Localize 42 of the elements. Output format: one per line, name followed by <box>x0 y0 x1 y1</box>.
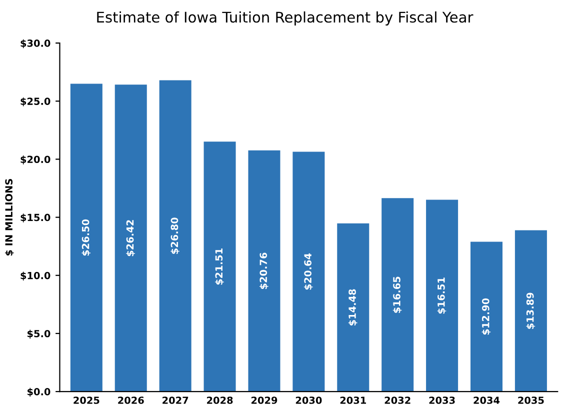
x-tick-label: 2029 <box>251 396 278 404</box>
chart-title: Estimate of Iowa Tuition Replacement by Fiscal Year <box>97 11 474 26</box>
x-tick-label: 2031 <box>340 396 366 404</box>
bar <box>159 80 192 392</box>
y-tick-label: $5.0 <box>27 330 50 339</box>
y-tick-label: $15.0 <box>20 214 50 222</box>
data-label: $13.89 <box>526 292 536 329</box>
x-tick-label: 2032 <box>384 396 410 404</box>
data-label: $16.51 <box>437 278 446 314</box>
x-tick-label: 2033 <box>429 396 455 404</box>
bar <box>337 223 370 392</box>
y-tick-label: $20.0 <box>20 156 50 164</box>
x-tick-label: 2035 <box>518 396 544 404</box>
bar <box>514 230 547 392</box>
y-tick-label: $0.0 <box>27 388 50 397</box>
data-label: $12.90 <box>482 298 491 335</box>
x-tick-label: 2025 <box>74 396 100 404</box>
bar <box>470 242 502 392</box>
x-tick-label: 2026 <box>118 396 144 404</box>
bar <box>70 84 102 392</box>
y-tick-label: $25.0 <box>20 97 50 106</box>
x-tick-label: 2027 <box>162 396 188 404</box>
x-tick-label: 2030 <box>296 396 322 404</box>
y-tick-label: $10.0 <box>20 272 50 281</box>
data-label: $14.48 <box>348 289 358 326</box>
data-label: $20.64 <box>304 253 313 290</box>
data-label: $16.65 <box>392 276 402 313</box>
bar <box>248 150 280 392</box>
y-tick-label: $30.0 <box>20 39 50 48</box>
y-axis-title: $ IN MILLIONS <box>5 179 14 256</box>
bar <box>382 198 414 392</box>
x-tick-label: 2028 <box>207 396 233 404</box>
bar <box>292 152 325 392</box>
data-label: $26.42 <box>126 220 135 256</box>
bar <box>426 200 458 392</box>
data-label: $20.76 <box>260 252 268 289</box>
bar <box>204 142 236 392</box>
x-tick-label: 2034 <box>474 396 500 404</box>
data-label: $21.51 <box>215 248 224 285</box>
data-label: $26.50 <box>82 219 91 256</box>
bar <box>114 84 147 392</box>
data-label: $26.80 <box>170 218 180 254</box>
